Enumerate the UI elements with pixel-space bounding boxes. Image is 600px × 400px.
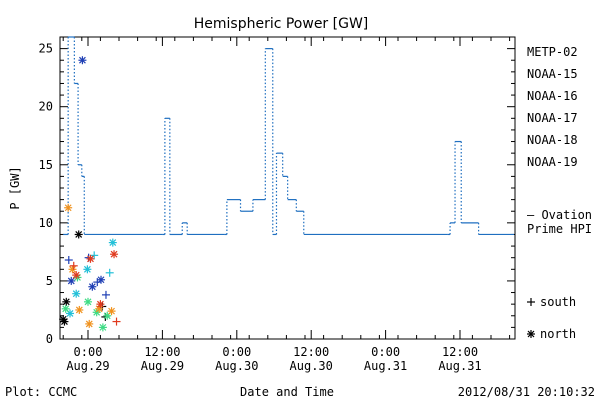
marker-stroke	[110, 250, 118, 258]
data-point	[85, 319, 94, 328]
y-tick-label: 25	[39, 42, 53, 56]
marker-stroke	[85, 320, 93, 328]
series-noaa-19	[69, 250, 121, 326]
marker-legend-north: north	[527, 327, 576, 341]
legend-noaa-17: NOAA-17	[527, 111, 578, 125]
x-tick-date: Aug.30	[290, 359, 333, 373]
x-tick-time: 0:00	[74, 345, 103, 359]
marker-stroke	[108, 307, 115, 315]
marker-stroke	[99, 323, 107, 331]
y-tick-label: 0	[46, 332, 53, 346]
marker-stroke	[67, 277, 75, 285]
series-noaa-15	[64, 56, 110, 299]
y-tick-label: 15	[39, 158, 53, 172]
data-point	[101, 290, 110, 299]
ovation-hpi-series	[63, 36, 514, 236]
marker-stroke	[109, 239, 117, 247]
x-tick-date: Aug.31	[438, 359, 481, 373]
data-point	[74, 230, 83, 239]
y-tick-label: 5	[46, 274, 53, 288]
marker-legend-label: north	[540, 327, 576, 341]
x-tick-date: Aug.31	[364, 359, 407, 373]
data-point	[62, 297, 71, 306]
marker-stroke	[78, 56, 86, 64]
marker-stroke	[83, 265, 91, 273]
marker-stroke	[61, 318, 68, 326]
legend: METP-02 NOAA-15 NOAA-16 NOAA-17 NOAA-18 NOAA-…	[527, 45, 578, 169]
footer-timestamp: 2012/08/31 20:10:32	[458, 385, 595, 399]
data-point	[68, 265, 77, 274]
data-point	[72, 289, 81, 298]
x-tick-time: 12:00	[442, 345, 478, 359]
marker-stroke	[75, 306, 83, 314]
x-tick-time: 0:00	[222, 345, 251, 359]
ovation-legend-line2: Prime HPI	[527, 222, 592, 236]
marker-stroke	[95, 305, 103, 313]
data-point	[84, 297, 92, 306]
x-tick-date: Aug.29	[141, 359, 184, 373]
x-tick-time: 12:00	[144, 345, 180, 359]
data-point	[78, 56, 87, 65]
legend-noaa-18: NOAA-18	[527, 133, 578, 147]
chart-title: Hemispheric Power [GW]	[194, 16, 369, 32]
data-point	[64, 256, 73, 265]
marker-stroke	[97, 276, 105, 284]
x-tick-time: 12:00	[293, 345, 329, 359]
marker-stroke	[87, 255, 94, 263]
marker-stroke	[72, 290, 80, 298]
marker-legend: south north	[527, 295, 576, 341]
data-point	[72, 271, 81, 280]
y-axis: 0 5 10 15 20 25	[39, 36, 515, 346]
series-noaa-18	[64, 203, 116, 328]
y-tick-label: 10	[39, 216, 53, 230]
marker-stroke	[72, 271, 80, 279]
y-tick-label: 20	[39, 100, 53, 114]
data-point	[105, 268, 114, 277]
data-point	[83, 265, 92, 274]
marker-stroke	[62, 298, 70, 306]
marker-stroke	[84, 298, 92, 306]
x-tick-date: Aug.30	[215, 359, 258, 373]
marker-legend-label: south	[540, 295, 576, 309]
data-point	[98, 323, 107, 332]
marker-stroke	[88, 283, 96, 291]
x-tick-time: 0:00	[371, 345, 400, 359]
data-point	[86, 254, 95, 263]
legend-noaa-16: NOAA-16	[527, 89, 578, 103]
x-axis: 0:00Aug.2912:00Aug.290:00Aug.3012:00Aug.…	[62, 37, 511, 373]
marker-stroke	[75, 231, 83, 238]
data-point	[107, 307, 116, 316]
data-point	[88, 282, 97, 291]
data-point	[110, 250, 119, 259]
footer-source: Plot: CCMC	[5, 385, 77, 399]
data-point	[90, 251, 99, 260]
marker-stroke	[96, 300, 104, 308]
data-point	[60, 317, 69, 326]
data-point	[75, 305, 84, 314]
series-noaa-16	[66, 238, 117, 318]
marker-stroke	[66, 310, 74, 317]
x-axis-label: Date and Time	[240, 385, 334, 399]
data-point	[97, 275, 106, 284]
x-tick-date: Aug.29	[66, 359, 109, 373]
marker-stroke	[69, 265, 76, 273]
marker-legend-south: south	[527, 295, 576, 309]
data-point	[67, 276, 76, 285]
legend-metp-02: METP-02	[527, 45, 578, 59]
marker-stroke	[527, 330, 535, 338]
satellite-points	[59, 56, 121, 332]
marker-stroke	[64, 204, 72, 212]
marker-stroke	[62, 305, 70, 313]
data-point	[64, 203, 73, 212]
data-point	[112, 317, 121, 326]
data-point	[96, 300, 105, 309]
data-point	[108, 238, 117, 247]
data-point	[69, 261, 78, 270]
legend-noaa-15: NOAA-15	[527, 67, 578, 81]
ovation-legend-line1: — Ovation	[527, 208, 592, 222]
data-point	[61, 304, 70, 313]
y-axis-label: P [GW]	[8, 166, 22, 209]
legend-noaa-19: NOAA-19	[527, 155, 578, 169]
